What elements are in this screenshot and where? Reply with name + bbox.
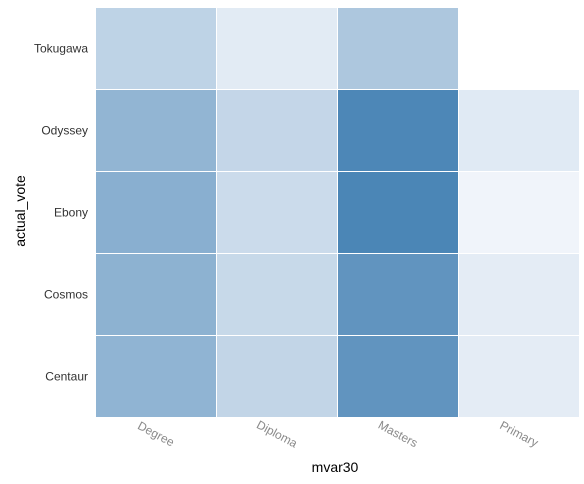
y-tick-label: Tokugawa <box>34 42 88 56</box>
x-tick-label: Primary <box>497 418 540 450</box>
x-axis-title: mvar30 <box>312 459 359 475</box>
heatmap-cell-cosmos-degree <box>96 254 216 335</box>
y-tick-label: Odyssey <box>41 124 88 138</box>
heatmap-cell-tokugawa-degree <box>96 8 216 89</box>
heatmap-cell-odyssey-primary <box>459 90 579 171</box>
heatmap-cell-cosmos-masters <box>338 254 458 335</box>
heatmap-cell-tokugawa-masters <box>338 8 458 89</box>
heatmap-cell-cosmos-diploma <box>217 254 337 335</box>
heatmap-cell-centaur-masters <box>338 336 458 417</box>
x-tick-label: Masters <box>376 418 420 450</box>
heatmap-cell-centaur-degree <box>96 336 216 417</box>
x-tick-label: Diploma <box>254 417 300 450</box>
heatmap-cells <box>96 8 579 417</box>
heatmap-cell-ebony-degree <box>96 172 216 253</box>
y-tick-labels: Tokugawa Odyssey Ebony Cosmos Centaur <box>34 42 88 384</box>
x-tick-label: Degree <box>135 419 177 450</box>
heatmap-cell-odyssey-degree <box>96 90 216 171</box>
heatmap-cell-ebony-diploma <box>217 172 337 253</box>
y-axis-title: actual_vote <box>12 175 28 247</box>
heatmap-cell-odyssey-diploma <box>217 90 337 171</box>
heatmap-cell-tokugawa-diploma <box>217 8 337 89</box>
y-tick-label: Cosmos <box>44 288 88 302</box>
heatmap-cell-ebony-masters <box>338 172 458 253</box>
heatmap-cell-cosmos-primary <box>459 254 579 335</box>
y-tick-label: Centaur <box>45 370 88 384</box>
heatmap-cell-centaur-primary <box>459 336 579 417</box>
heatmap-cell-ebony-primary <box>459 172 579 253</box>
heatmap-cell-odyssey-masters <box>338 90 458 171</box>
x-tick-labels: Degree Diploma Masters Primary <box>135 417 540 450</box>
y-tick-label: Ebony <box>54 206 88 220</box>
heatmap-cell-centaur-diploma <box>217 336 337 417</box>
